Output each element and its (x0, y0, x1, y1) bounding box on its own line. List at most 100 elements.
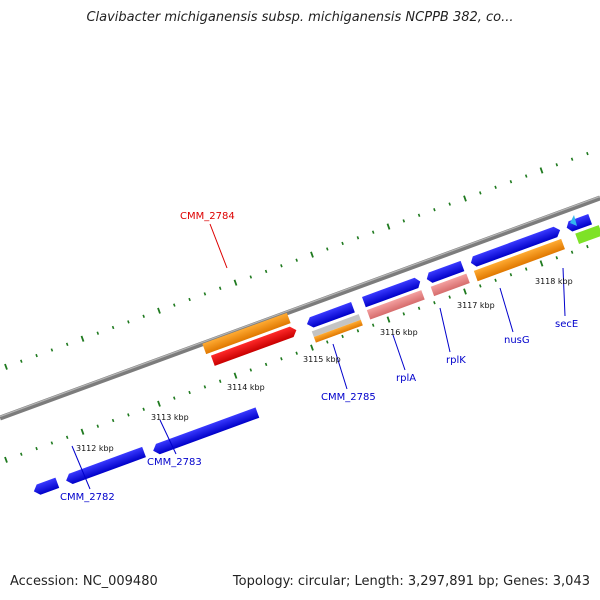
tick-mark (371, 230, 375, 234)
tick-mark (203, 385, 207, 389)
tick-mark (386, 223, 391, 230)
tick-mark (188, 297, 191, 302)
tick-mark (570, 157, 574, 161)
tick-mark (249, 368, 253, 372)
gene-cmm-2785-blue[interactable] (305, 302, 355, 329)
tick-mark (65, 342, 69, 347)
tick-mark (356, 329, 360, 333)
gene-cmm-2783[interactable] (151, 407, 260, 456)
tick-mark (479, 284, 482, 288)
tick-mark (494, 185, 497, 189)
tick-mark (310, 344, 314, 351)
tick-mark (50, 441, 54, 445)
tick-label-3116: 3116 kbp (380, 328, 418, 337)
tick-mark (326, 247, 329, 251)
gene-cmm-2785[interactable] (313, 319, 363, 343)
tick-mark (509, 180, 513, 184)
tick-mark (463, 288, 467, 295)
tick-mark (65, 435, 69, 440)
gene-label-cmm-2784: CMM_2784 (180, 211, 235, 222)
gene-rplk[interactable] (430, 273, 470, 297)
gene-left-edge[interactable] (32, 477, 60, 497)
tick-mark (570, 250, 574, 254)
tick-mark (142, 314, 145, 318)
gene-rplk-blue[interactable] (425, 260, 465, 284)
gene-nusg[interactable] (473, 238, 565, 282)
gene-label-cmm-2782: CMM_2782 (60, 492, 115, 503)
tick-mark (142, 407, 145, 411)
tick-label-3118: 3118 kbp (535, 277, 573, 286)
tick-mark (80, 335, 85, 342)
tick-mark (586, 151, 589, 156)
tick-mark (433, 301, 436, 305)
tick-mark (35, 353, 38, 358)
map-title: Clavibacter michiganensis subsp. michiga… (86, 10, 514, 25)
tick-label-3112: 3112 kbp (76, 444, 114, 453)
tick-mark (586, 244, 589, 249)
tick-mark (111, 325, 115, 330)
gene-cmm-2785-gray[interactable] (311, 314, 361, 338)
tick-mark (402, 312, 406, 316)
tick-mark (35, 446, 38, 451)
tick-marks (4, 151, 589, 463)
tick-mark (127, 413, 130, 417)
gene-sece-blue[interactable] (565, 213, 593, 233)
tick-mark (188, 390, 191, 395)
tick-mark (448, 295, 451, 299)
gene-label-rplk: rplK (446, 355, 466, 366)
tick-mark (218, 379, 222, 383)
tick-mark (96, 424, 100, 428)
tick-mark (157, 400, 161, 407)
tick-mark (463, 195, 467, 202)
tick-mark (218, 286, 222, 290)
gene-nusg-blue[interactable] (469, 225, 562, 268)
gene-label-cmm-2783: CMM_2783 (147, 457, 202, 468)
tick-mark (524, 174, 528, 178)
gene-label-rpla: rplA (396, 373, 416, 384)
tick-mark (280, 357, 283, 361)
gene-cmm-2784[interactable] (210, 325, 298, 366)
accession-label: Accession: NC_009480 (10, 574, 158, 589)
tick-mark (264, 362, 268, 367)
tick-mark (539, 260, 544, 267)
tick-mark (96, 331, 100, 335)
tick-mark (295, 258, 298, 262)
tick-mark (326, 340, 329, 344)
tick-mark (173, 303, 176, 307)
tick-mark (20, 452, 23, 456)
tick-mark (310, 251, 314, 258)
tick-mark (509, 273, 513, 277)
tick-mark (448, 202, 451, 206)
tick-mark (264, 269, 268, 274)
tick-mark (539, 167, 544, 174)
tick-mark (371, 323, 375, 327)
gene-label-sece: secE (555, 319, 578, 330)
tick-label-3117: 3117 kbp (457, 301, 495, 310)
tick-mark (111, 418, 115, 423)
tick-label-3115: 3115 kbp (303, 355, 341, 364)
gene-rpla-blue[interactable] (361, 276, 422, 308)
tick-mark (479, 191, 482, 195)
tick-mark (356, 236, 360, 240)
tick-mark (50, 348, 54, 352)
tick-mark (402, 219, 406, 223)
tick-mark (494, 278, 497, 282)
tick-mark (341, 241, 344, 246)
tick-mark (524, 267, 528, 271)
gene-sece[interactable] (575, 225, 600, 245)
tick-mark (417, 213, 421, 217)
small-arrow-icon (570, 215, 577, 226)
tick-mark (80, 428, 85, 435)
tick-mark (20, 359, 23, 363)
tick-mark (173, 396, 176, 400)
tick-mark (417, 306, 421, 310)
tick-mark (4, 363, 8, 370)
tick-mark (249, 275, 253, 279)
gene-cmm-2784-orange[interactable] (202, 312, 291, 355)
gene-label-nusg: nusG (504, 335, 530, 346)
tick-mark (280, 264, 283, 268)
gene-rpla[interactable] (366, 290, 425, 320)
genome-summary: Topology: circular; Length: 3,297,891 bp… (232, 574, 590, 589)
gene-cmm-2782[interactable] (64, 446, 146, 486)
